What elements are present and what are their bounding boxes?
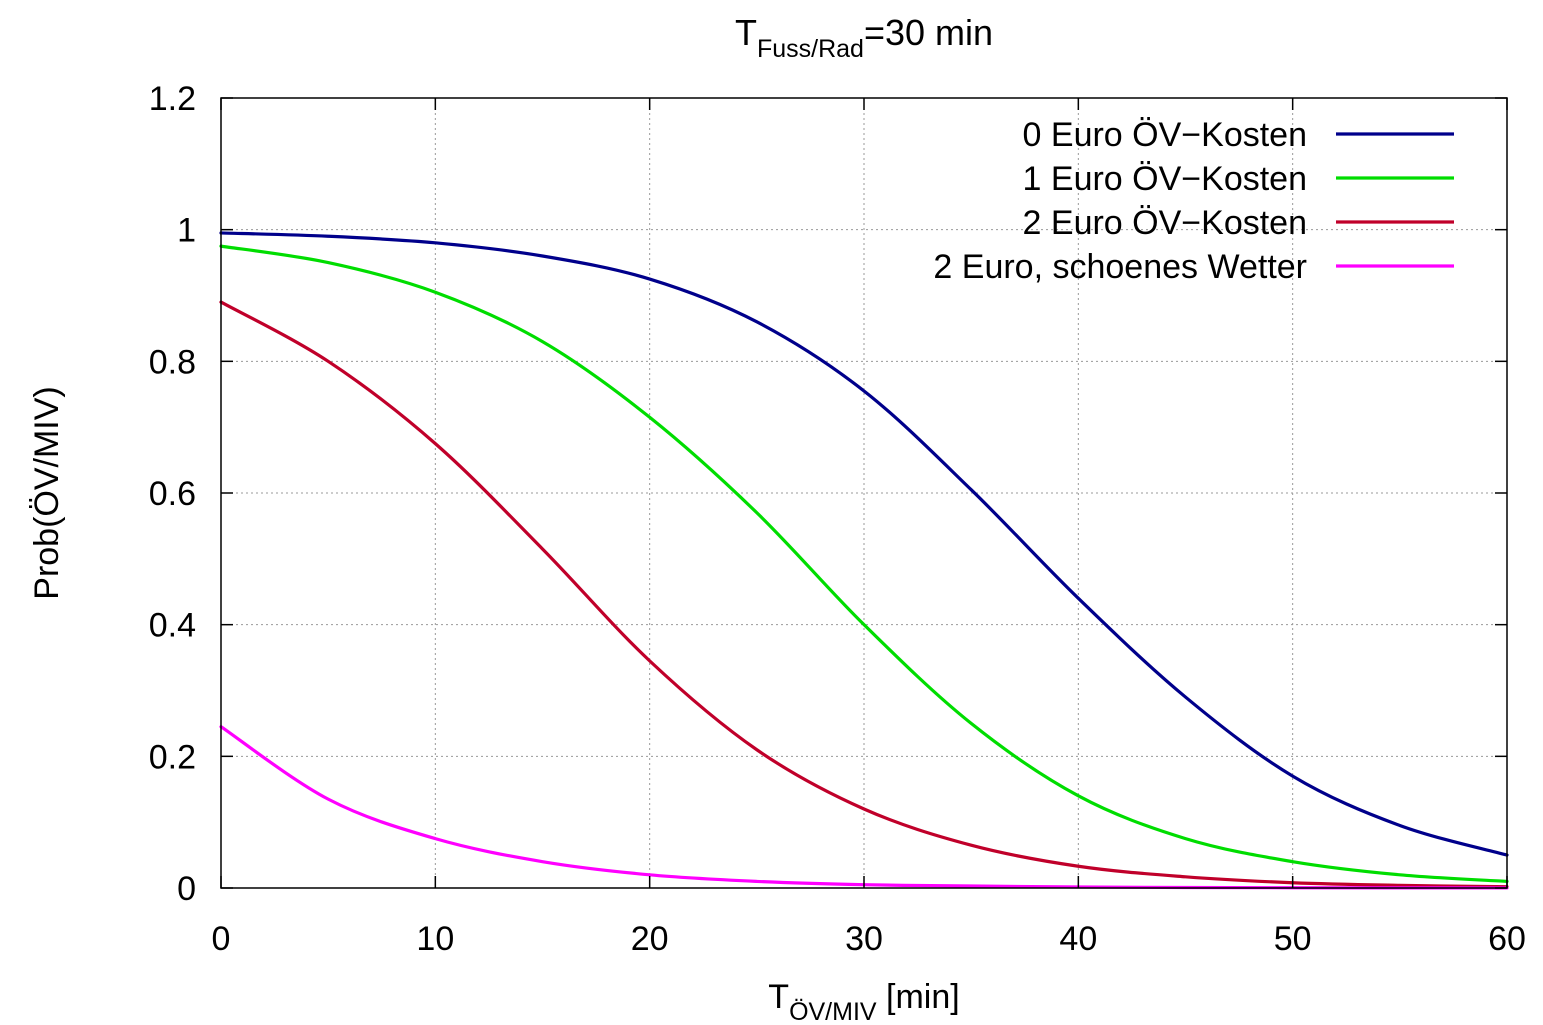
x-axis-label-base: T bbox=[768, 978, 789, 1016]
x-axis-label-rest: [min] bbox=[877, 978, 960, 1016]
y-axis-label: Prob(ÖV/MIV) bbox=[28, 386, 66, 599]
y-tick-label: 0.2 bbox=[149, 738, 196, 776]
series-line-2 bbox=[219, 300, 1509, 889]
y-tick-label: 0.8 bbox=[149, 343, 196, 381]
grid bbox=[221, 98, 1507, 888]
x-tick-label: 0 bbox=[212, 920, 231, 958]
axis-ticks bbox=[220, 97, 1508, 889]
legend: 0 Euro ÖV−Kosten 1 Euro ÖV−Kosten 2 Euro Ö… bbox=[933, 116, 1454, 286]
y-tick-label: 0.4 bbox=[149, 607, 196, 645]
legend-label: 1 Euro ÖV−Kosten bbox=[1023, 160, 1307, 198]
x-tick-label: 50 bbox=[1274, 920, 1312, 958]
x-tick-labels: 0 10 20 30 40 50 60 bbox=[212, 920, 1526, 958]
chart-title-base: T bbox=[735, 12, 757, 53]
y-tick-label: 1 bbox=[177, 212, 196, 250]
legend-label: 0 Euro ÖV−Kosten bbox=[1023, 116, 1307, 154]
x-tick-label: 30 bbox=[845, 920, 883, 958]
legend-label: 2 Euro ÖV−Kosten bbox=[1023, 204, 1307, 242]
series-line-1 bbox=[219, 244, 1509, 884]
chart-title-subscript: Fuss/Rad bbox=[757, 35, 864, 63]
y-tick-label: 1.2 bbox=[149, 80, 196, 118]
x-tick-label: 40 bbox=[1059, 920, 1097, 958]
x-tick-label: 20 bbox=[631, 920, 669, 958]
y-tick-labels: 0 0.2 0.4 0.6 0.8 1 1.2 bbox=[149, 80, 196, 908]
legend-label: 2 Euro, schoenes Wetter bbox=[933, 248, 1307, 286]
x-axis-label: TÖV/MIV [min] bbox=[768, 978, 959, 1025]
x-tick-label: 60 bbox=[1488, 920, 1526, 958]
x-axis-label-subscript: ÖV/MIV bbox=[789, 998, 877, 1025]
chart-title-rest: =30 min bbox=[864, 12, 993, 53]
y-tick-label: 0 bbox=[177, 870, 196, 908]
x-tick-label: 10 bbox=[416, 920, 454, 958]
chart-title: TFuss/Rad=30 min bbox=[735, 12, 993, 63]
y-tick-label: 0.6 bbox=[149, 475, 196, 513]
series-line-0 bbox=[219, 231, 1509, 857]
